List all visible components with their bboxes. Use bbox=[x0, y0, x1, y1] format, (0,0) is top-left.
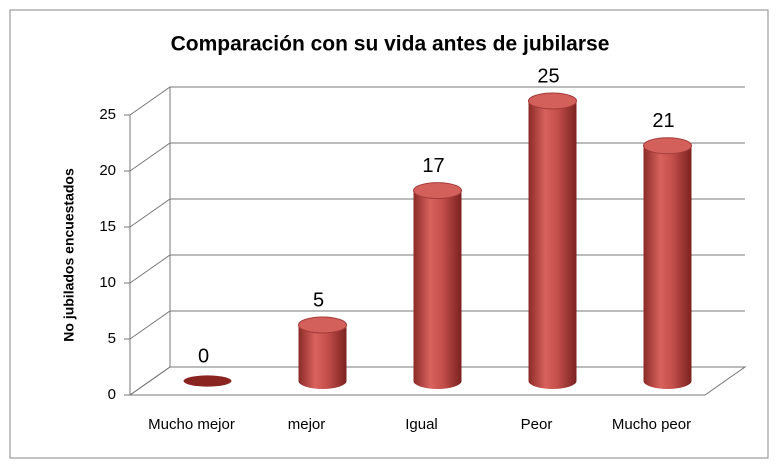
x-tick-label: Mucho peor bbox=[612, 416, 691, 433]
bar-top bbox=[643, 137, 692, 155]
data-label: 5 bbox=[313, 289, 324, 311]
x-tick-label: Peor bbox=[521, 416, 553, 433]
chart-title: Comparación con su vida antes de jubilar… bbox=[171, 33, 610, 56]
y-tick-label: 25 bbox=[99, 106, 116, 123]
y-tick-label: 5 bbox=[108, 330, 116, 347]
data-label: 25 bbox=[537, 65, 559, 87]
y-tick-label: 15 bbox=[99, 218, 116, 235]
y-axis-label: No jubilados encuestados bbox=[61, 168, 77, 342]
y-tick-label: 10 bbox=[99, 274, 116, 291]
bar-top bbox=[528, 92, 577, 110]
data-label: 0 bbox=[198, 345, 209, 367]
bar bbox=[298, 316, 347, 389]
data-label: 21 bbox=[652, 110, 674, 132]
x-tick-label: Igual bbox=[405, 416, 438, 433]
grid-line bbox=[129, 86, 745, 116]
bar-body bbox=[528, 101, 577, 389]
bar-body bbox=[413, 190, 462, 389]
y-tick-label: 0 bbox=[108, 386, 116, 403]
bar-body bbox=[298, 325, 347, 389]
bar bbox=[183, 375, 232, 387]
bar-top bbox=[413, 182, 462, 200]
data-label: 17 bbox=[422, 155, 444, 177]
chart-border bbox=[9, 9, 769, 459]
y-tick-label: 20 bbox=[99, 162, 116, 179]
bar bbox=[413, 182, 462, 389]
x-tick-label: mejor bbox=[288, 416, 326, 433]
bar-top bbox=[298, 316, 347, 334]
bar bbox=[528, 92, 577, 389]
x-tick-label: Mucho mejor bbox=[148, 416, 235, 433]
bar-top bbox=[183, 375, 232, 387]
bar-body bbox=[643, 145, 692, 389]
bar bbox=[643, 137, 692, 389]
